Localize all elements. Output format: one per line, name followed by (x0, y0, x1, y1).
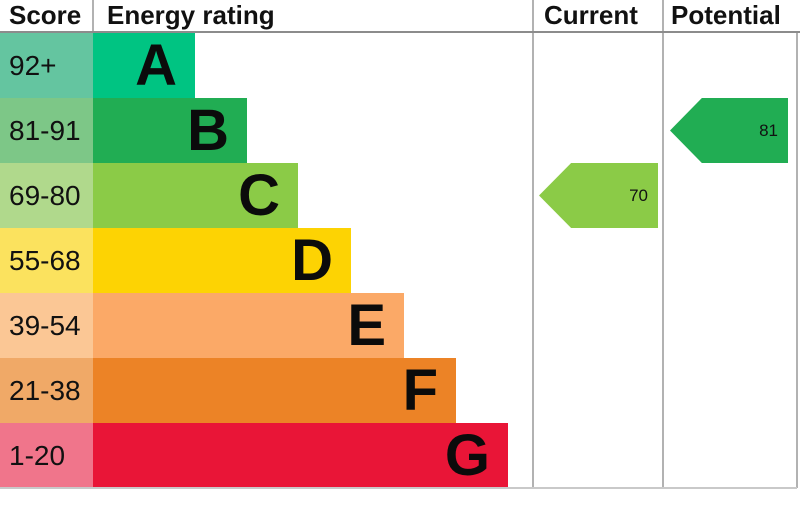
band-bar: B (93, 98, 247, 163)
band-letter: D (291, 228, 333, 293)
band-row: 39-54 E (0, 293, 800, 358)
band-score-range: 92+ (0, 33, 93, 98)
band-letter: B (187, 98, 229, 163)
band-bar: G (93, 423, 508, 488)
header-current: Current (544, 0, 638, 30)
band-row: 21-38 F (0, 358, 800, 423)
band-letter: E (347, 293, 386, 358)
band-bar: D (93, 228, 351, 293)
current-rating-value: 70 (629, 185, 648, 205)
band-row: 1-20 G (0, 423, 800, 488)
band-bar: A (93, 33, 195, 98)
potential-rating-value: 81 (759, 120, 778, 140)
band-letter: G (444, 423, 490, 488)
band-score-range: 39-54 (0, 293, 93, 358)
header-score: Score (9, 0, 82, 30)
band-score-range: 69-80 (0, 163, 93, 228)
header-rating: Energy rating (107, 0, 275, 30)
band-bar: F (93, 358, 456, 423)
band-row: 92+ A (0, 33, 800, 98)
band-bar: E (93, 293, 404, 358)
band-row: 81-91 B (0, 98, 800, 163)
band-score-range: 55-68 (0, 228, 93, 293)
header-potential: Potential (671, 0, 781, 30)
band-row: 55-68 D (0, 228, 800, 293)
band-letter: C (238, 163, 280, 228)
band-score-range: 1-20 (0, 423, 93, 488)
header-row: Score Energy rating Current Potential (0, 0, 800, 33)
band-row: 69-80 C (0, 163, 800, 228)
band-score-range: 81-91 (0, 98, 93, 163)
band-score-range: 21-38 (0, 358, 93, 423)
band-letter: A (135, 33, 177, 98)
band-bar: C (93, 163, 298, 228)
band-letter: F (402, 358, 438, 423)
